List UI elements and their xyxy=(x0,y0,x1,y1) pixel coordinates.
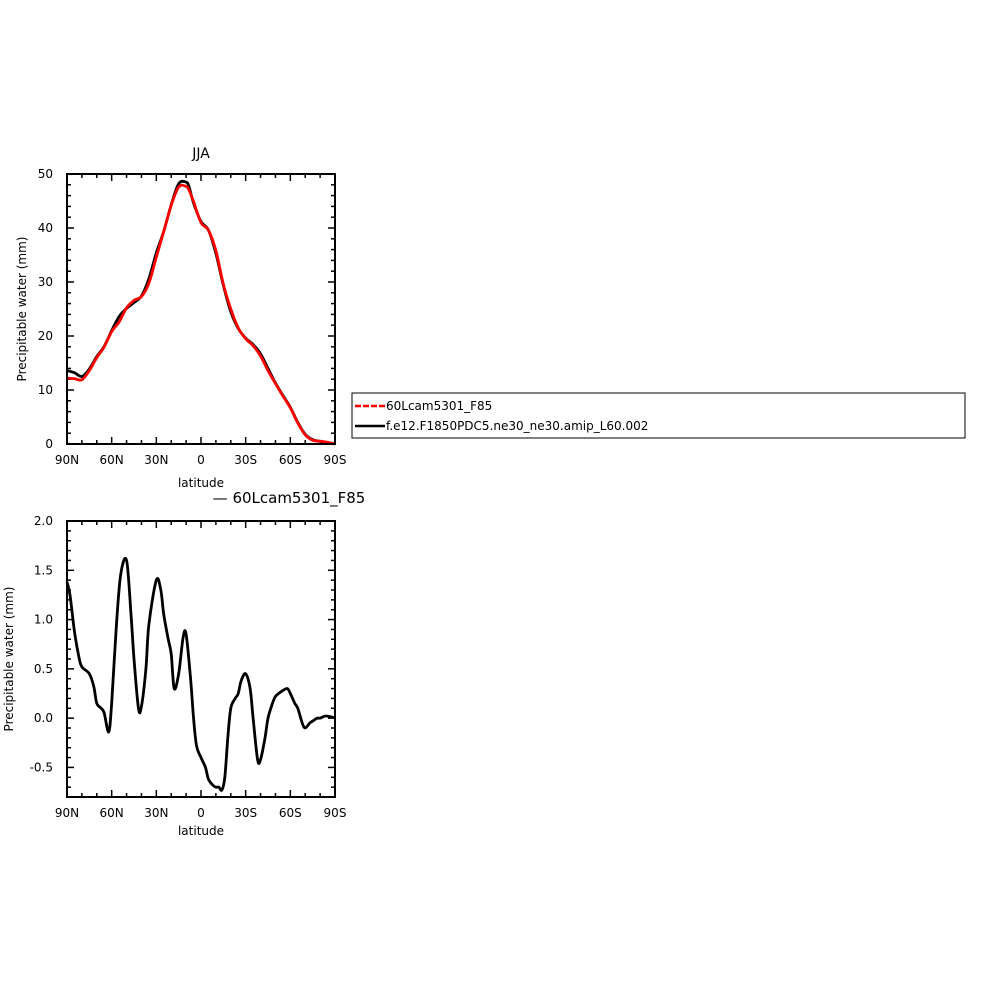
top-ticks xyxy=(66,173,336,445)
x-tick-label: 90N xyxy=(55,453,79,467)
x-tick-label: 60S xyxy=(279,453,302,467)
bottom-panel: — 60Lcam5301_F85 90N 60N 30N 0 30S 60S 90S -0.5… xyxy=(2,489,365,838)
y-tick-label: 30 xyxy=(38,275,53,289)
top-series-lines xyxy=(66,179,336,446)
y-tick-label: 0.0 xyxy=(34,711,53,725)
y-tick-label: 10 xyxy=(38,383,53,397)
bottom-y-axis-label-clip: Precipitable water (mm) xyxy=(2,587,16,732)
y-tick-label: 50 xyxy=(38,167,53,181)
top-tick-labels: 90N 60N 30N 0 30S 60S 90S 0 10 20 30 40 50 xyxy=(38,167,347,467)
top-y-axis-label: Precipitable water (mm) xyxy=(15,237,29,382)
y-tick-label: 2.0 xyxy=(34,514,53,528)
legend: 60Lcam5301_F85 f.e12.F1850PDC5.ne30_ne30… xyxy=(351,392,966,439)
x-tick-label: 30N xyxy=(144,806,168,820)
x-tick-label: 30S xyxy=(234,806,257,820)
bottom-series-lines xyxy=(65,556,336,792)
top-chart-title: JJA xyxy=(191,146,210,162)
x-tick-label: 90S xyxy=(324,806,347,820)
series-line-1 xyxy=(65,556,336,792)
y-tick-label: 40 xyxy=(38,221,53,235)
x-tick-label: 90N xyxy=(55,806,79,820)
top-x-axis-label: latitude xyxy=(178,476,224,490)
top-panel: JJA 90N 60N 30N 0 30S 60S 90S 0 10 20 30 40 50 latit… xyxy=(15,146,346,490)
x-tick-label: 30N xyxy=(144,453,168,467)
x-tick-label: 90S xyxy=(324,453,347,467)
x-tick-label: 60N xyxy=(100,453,124,467)
legend-label-series-2: f.e12.F1850PDC5.ne30_ne30.amip_L60.002 xyxy=(386,419,648,433)
y-tick-label: 0 xyxy=(45,437,53,451)
y-tick-label: 1.0 xyxy=(34,613,53,627)
y-tick-label: 20 xyxy=(38,329,53,343)
bottom-x-axis-label: latitude xyxy=(178,824,224,838)
bottom-chart-title: — 60Lcam5301_F85 xyxy=(213,489,366,508)
top-plot-frame xyxy=(66,173,336,445)
y-tick-label: 0.5 xyxy=(34,662,53,676)
bottom-y-axis-label: Precipitable water (mm) xyxy=(2,587,16,732)
x-tick-label: 60N xyxy=(100,806,124,820)
y-tick-label: 1.5 xyxy=(34,563,53,577)
series-line-1 xyxy=(66,183,336,446)
y-tick-label: -0.5 xyxy=(30,760,53,774)
bottom-plot-frame xyxy=(66,520,336,798)
bottom-tick-labels: 90N 60N 30N 0 30S 60S 90S -0.5 0.0 0.5 1.0 1.5 2.0 xyxy=(30,514,347,820)
x-tick-label: 60S xyxy=(279,806,302,820)
legend-box xyxy=(351,392,966,439)
x-tick-label: 0 xyxy=(197,453,205,467)
x-tick-label: 0 xyxy=(197,806,205,820)
legend-label-series-1: 60Lcam5301_F85 xyxy=(386,399,492,413)
x-tick-label: 30S xyxy=(234,453,257,467)
